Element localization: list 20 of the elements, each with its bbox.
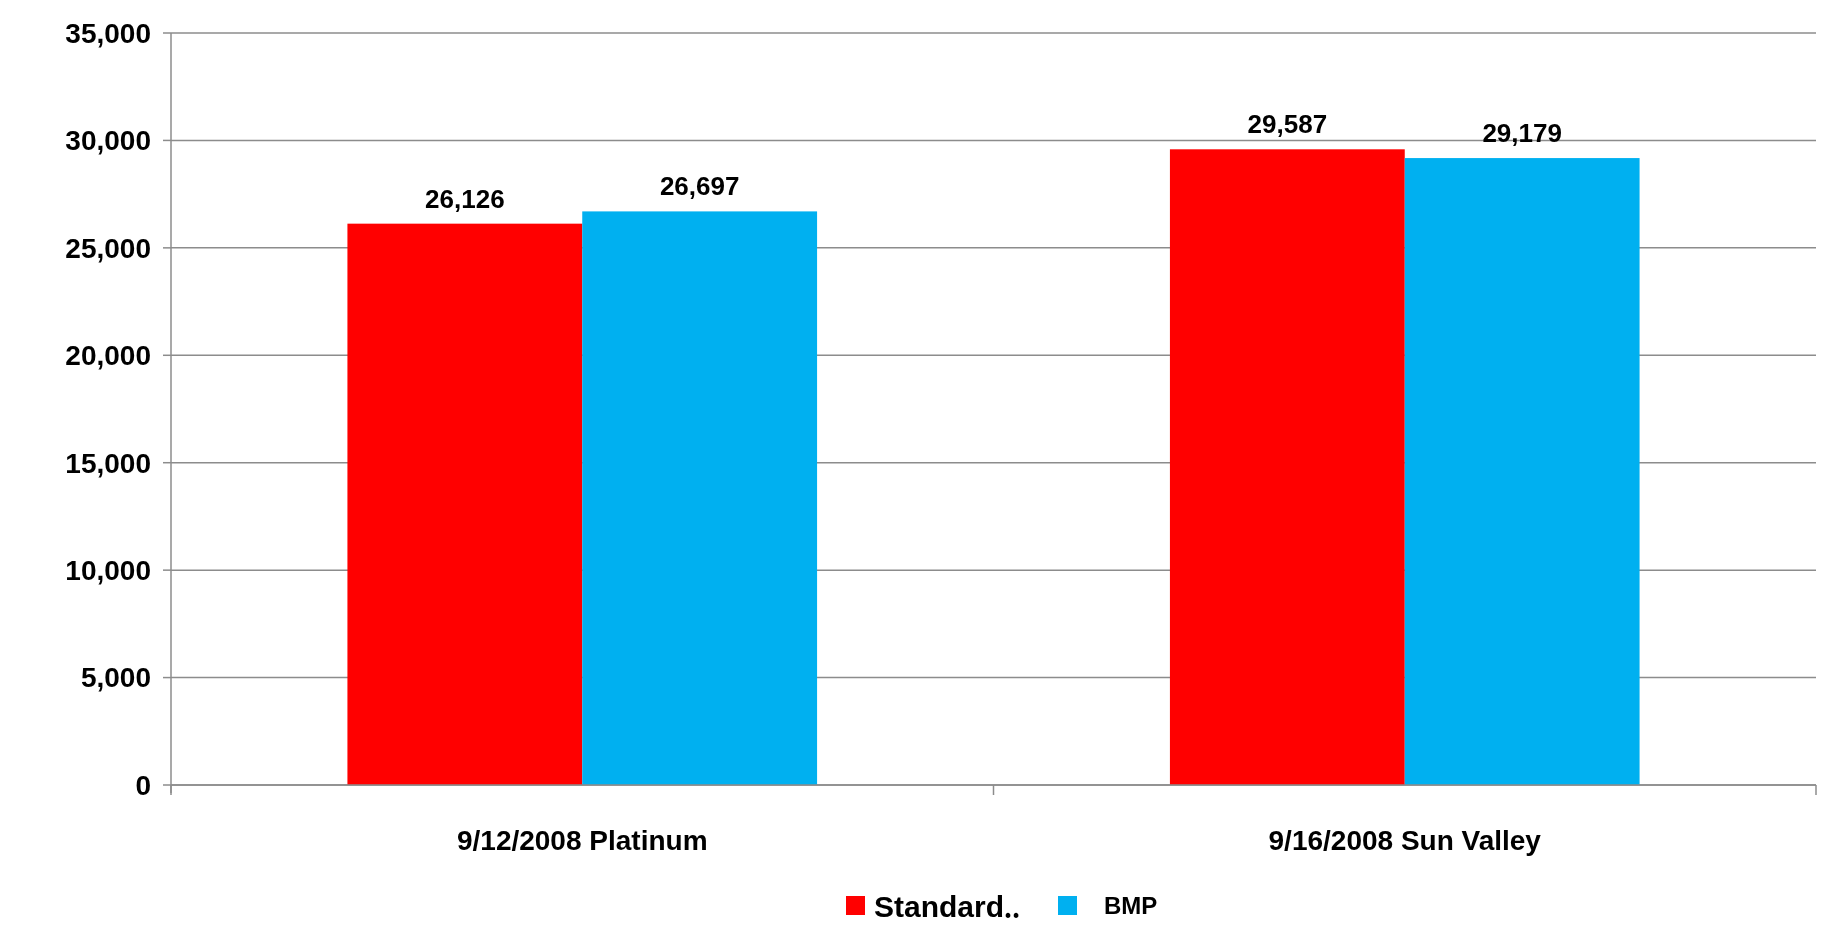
- y-tick-label: 15,000: [65, 447, 151, 479]
- y-tick-label: 10,000: [65, 554, 151, 586]
- bar: [1169, 149, 1405, 785]
- y-tick-label: 20,000: [65, 340, 151, 372]
- bar: [582, 211, 818, 785]
- x-tick-label: 9/16/2008 Sun Valley: [1268, 824, 1542, 856]
- bar: [347, 223, 583, 785]
- y-tick-label: 5,000: [80, 662, 151, 694]
- y-tick-label: 30,000: [65, 125, 151, 157]
- text: 26,126: [425, 183, 505, 214]
- y-tick-label: 25,000: [65, 232, 151, 264]
- text: 26,697: [659, 171, 740, 202]
- bar: [1404, 158, 1640, 785]
- x-tick-label: 9/12/2008 Platinum: [456, 824, 708, 856]
- text: 29,587: [1247, 109, 1328, 140]
- legend-label: Standard‥: [874, 889, 1021, 923]
- y-tick-label: 35,000: [65, 17, 151, 49]
- y-tick-label: 0: [135, 769, 151, 801]
- legend-label: BMP: [1104, 892, 1158, 920]
- text: 29,179: [1482, 118, 1562, 149]
